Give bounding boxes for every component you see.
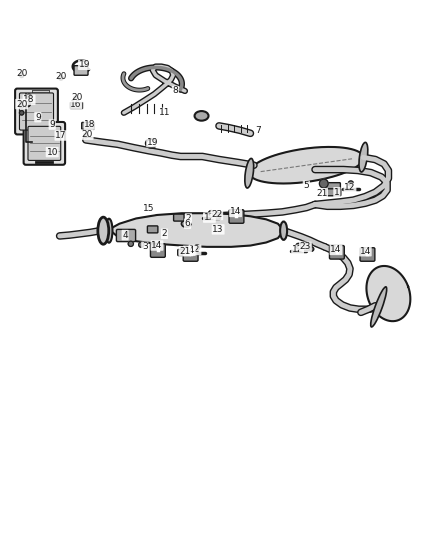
FancyBboxPatch shape — [81, 123, 94, 130]
Polygon shape — [249, 147, 364, 183]
FancyBboxPatch shape — [15, 88, 58, 134]
Ellipse shape — [181, 220, 191, 227]
Text: 8: 8 — [173, 86, 178, 95]
Text: 9: 9 — [35, 112, 41, 122]
Ellipse shape — [194, 111, 208, 120]
Text: 21: 21 — [179, 247, 191, 256]
Circle shape — [296, 244, 301, 248]
Text: 20: 20 — [71, 93, 83, 102]
Text: 5: 5 — [304, 181, 309, 190]
FancyBboxPatch shape — [326, 189, 341, 196]
Text: 13: 13 — [212, 225, 224, 234]
Text: 19: 19 — [147, 138, 159, 147]
Circle shape — [208, 211, 214, 216]
Text: 20: 20 — [16, 100, 27, 109]
Circle shape — [309, 247, 314, 251]
FancyBboxPatch shape — [28, 126, 61, 160]
Text: 14: 14 — [330, 245, 342, 254]
FancyBboxPatch shape — [329, 246, 344, 259]
Bar — [70, 102, 82, 108]
FancyBboxPatch shape — [326, 183, 340, 190]
Text: 4: 4 — [122, 231, 128, 239]
Text: 14: 14 — [184, 246, 195, 255]
Circle shape — [84, 133, 88, 138]
Text: 22: 22 — [211, 211, 223, 220]
Ellipse shape — [280, 222, 287, 240]
Text: 3: 3 — [142, 243, 148, 252]
FancyBboxPatch shape — [178, 249, 191, 256]
Text: 16: 16 — [70, 100, 81, 109]
Text: 1: 1 — [334, 188, 340, 197]
Ellipse shape — [106, 219, 113, 243]
Text: 14: 14 — [230, 207, 241, 216]
Text: 20: 20 — [16, 69, 27, 78]
Circle shape — [194, 245, 200, 250]
FancyBboxPatch shape — [229, 210, 244, 223]
Text: 23: 23 — [300, 243, 311, 252]
FancyBboxPatch shape — [183, 248, 198, 261]
Ellipse shape — [359, 142, 368, 172]
Text: 17: 17 — [55, 131, 67, 140]
Text: 2: 2 — [162, 229, 167, 238]
Circle shape — [27, 94, 31, 99]
Text: 11: 11 — [159, 108, 170, 117]
Text: 20: 20 — [81, 130, 93, 139]
FancyBboxPatch shape — [360, 248, 375, 261]
Circle shape — [19, 73, 24, 77]
Ellipse shape — [371, 287, 387, 327]
Text: 2: 2 — [186, 214, 191, 223]
Text: 18: 18 — [23, 95, 35, 104]
Text: 6: 6 — [185, 219, 191, 228]
Circle shape — [74, 96, 78, 101]
FancyBboxPatch shape — [148, 226, 158, 233]
Circle shape — [348, 181, 353, 186]
Circle shape — [59, 76, 63, 80]
Circle shape — [19, 111, 24, 115]
FancyBboxPatch shape — [299, 243, 312, 251]
Text: 19: 19 — [79, 60, 90, 69]
Text: 20: 20 — [55, 72, 67, 81]
FancyBboxPatch shape — [173, 214, 184, 221]
Text: 14: 14 — [151, 241, 162, 250]
Polygon shape — [109, 213, 284, 247]
Text: 9: 9 — [49, 120, 55, 129]
FancyBboxPatch shape — [117, 229, 136, 241]
Polygon shape — [367, 266, 410, 321]
Text: 12: 12 — [292, 245, 303, 254]
Circle shape — [139, 242, 144, 247]
Circle shape — [128, 241, 134, 246]
Text: 12: 12 — [189, 245, 201, 254]
Circle shape — [214, 212, 221, 220]
FancyBboxPatch shape — [19, 93, 53, 130]
Text: 15: 15 — [143, 204, 155, 213]
Circle shape — [19, 103, 24, 108]
Text: 14: 14 — [360, 247, 371, 256]
Text: 12: 12 — [204, 213, 215, 222]
FancyBboxPatch shape — [24, 122, 65, 165]
Circle shape — [319, 179, 328, 188]
Text: 7: 7 — [255, 126, 261, 135]
Text: 21: 21 — [316, 189, 327, 198]
Ellipse shape — [245, 158, 254, 188]
Ellipse shape — [98, 217, 109, 244]
Text: 12: 12 — [344, 183, 356, 192]
FancyBboxPatch shape — [74, 66, 88, 75]
FancyBboxPatch shape — [150, 244, 165, 257]
Text: 18: 18 — [85, 120, 96, 129]
Text: 10: 10 — [46, 148, 58, 157]
Circle shape — [25, 101, 30, 107]
